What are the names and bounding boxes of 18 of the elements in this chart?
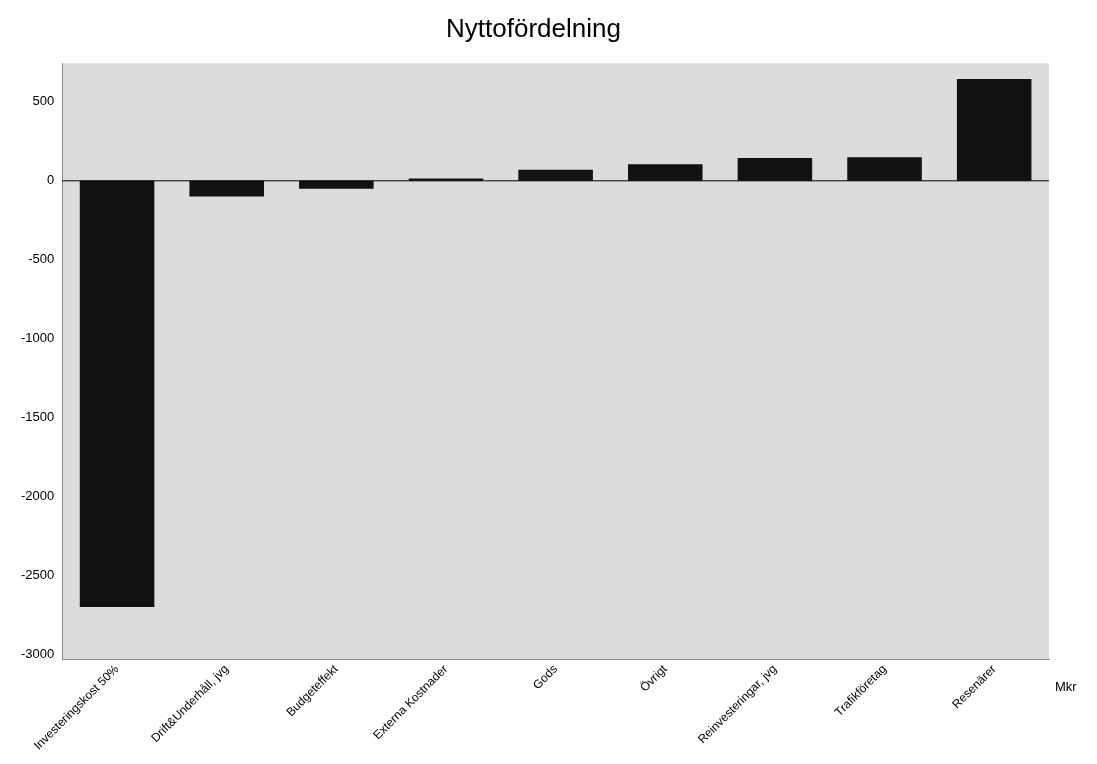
y-tick-label: 500 <box>32 93 55 109</box>
bar <box>847 157 922 181</box>
y-tick-label: -1000 <box>21 330 55 346</box>
bar <box>737 157 813 181</box>
bar <box>299 180 374 189</box>
bar <box>627 164 703 181</box>
y-tick-label: -2500 <box>21 567 55 583</box>
text: Mkr <box>1055 679 1078 695</box>
chart-title: Nyttofördelning <box>446 12 621 43</box>
y-tick-label: -3000 <box>21 646 55 662</box>
y-tick-label: -500 <box>28 251 55 267</box>
y-tick-label: 0 <box>47 172 55 188</box>
bar <box>956 78 1032 181</box>
bar <box>79 180 155 608</box>
bar <box>518 169 593 181</box>
y-tick-label: -1500 <box>21 409 55 425</box>
bar <box>189 180 264 197</box>
y-tick-label: -2000 <box>21 488 55 504</box>
